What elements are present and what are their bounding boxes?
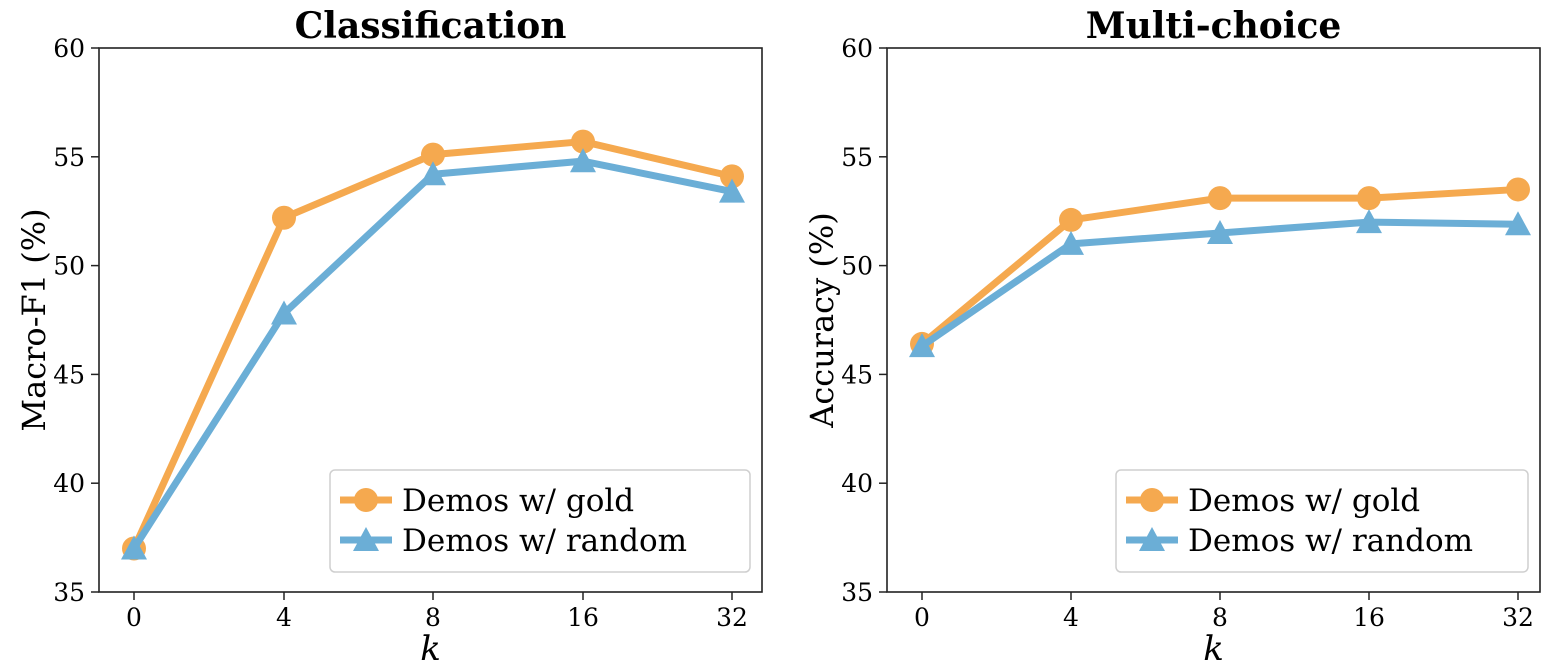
chart-title: Multi-choice [1086,5,1342,47]
data-point-random [909,333,935,358]
legend: Demos w/ gold Demos w/ random [1115,469,1529,573]
y-tick-label: 55 [53,143,85,172]
data-point-random [570,148,596,173]
legend-frame [1115,469,1529,573]
plot-frame [98,47,763,593]
data-point-gold [272,205,296,230]
data-point-random [1207,219,1233,245]
data-point-gold [1208,186,1232,211]
y-tick-label: 35 [53,578,85,607]
y-tick-label: 45 [53,360,85,389]
data-point-random [719,178,745,203]
chart-title: Classification [295,5,567,47]
x-tick-label: 4 [1063,603,1079,632]
y-tick-label: 60 [53,34,85,63]
y-tick-label: 55 [841,143,873,172]
legend-marker-circle [354,488,378,512]
x-axis-label: k [420,629,441,663]
data-point-random [1356,209,1382,234]
data-point-gold [720,164,744,189]
y-tick-label: 45 [841,360,873,389]
legend-marker-circle [1140,488,1164,512]
legend-frame [329,469,751,573]
y-tick-label: 40 [53,469,85,498]
legend-label: Demos w/ random [402,523,687,559]
x-tick-label: 4 [276,603,292,632]
y-tick-label: 50 [53,252,85,281]
x-tick-label: 8 [1212,603,1228,632]
data-point-random [121,535,147,560]
legend-label: Demos w/ gold [1188,483,1420,519]
data-point-gold [421,142,445,167]
series-line-gold [918,185,1522,348]
x-tick-label: 0 [126,603,142,632]
legend-label: Demos w/ gold [402,483,634,519]
data-point-gold [1059,207,1083,232]
x-tick-label: 0 [914,603,930,632]
y-tick-label: 50 [841,252,873,281]
x-axis-label: k [1203,629,1224,663]
data-point-random [1505,211,1531,236]
legend-marker-triangle [1139,527,1165,552]
y-tick-label: 35 [841,578,873,607]
data-point-gold [1506,177,1530,202]
chart-panel-multi-choice: Multi-choice 35 40 45 50 55 60 0 4 8 16 32 k Accuracy… [803,5,1541,663]
legend-marker-triangle [353,527,379,552]
plot-frame [886,47,1541,593]
legend-label: Demos w/ random [1188,523,1473,559]
x-tick-label: 32 [1502,603,1534,632]
data-point-random [271,300,297,325]
data-point-random [1058,230,1084,255]
x-tick-label: 32 [716,603,748,632]
y-tick-label: 60 [841,34,873,63]
x-tick-label: 16 [1353,603,1385,632]
chart-panel-classification: Classification 35 40 45 50 55 60 0 4 8 16 32 k Macro-… [15,5,763,663]
data-point-gold [571,129,595,154]
data-point-gold [1357,186,1381,211]
y-tick-label: 40 [841,469,873,498]
y-axis-label: Macro-F1 (%) [15,208,53,431]
y-axis-label: Accuracy (%) [803,212,841,428]
data-point-random [420,161,446,186]
x-tick-label: 8 [425,603,441,632]
x-tick-label: 16 [567,603,599,632]
legend: Demos w/ gold Demos w/ random [329,469,751,573]
